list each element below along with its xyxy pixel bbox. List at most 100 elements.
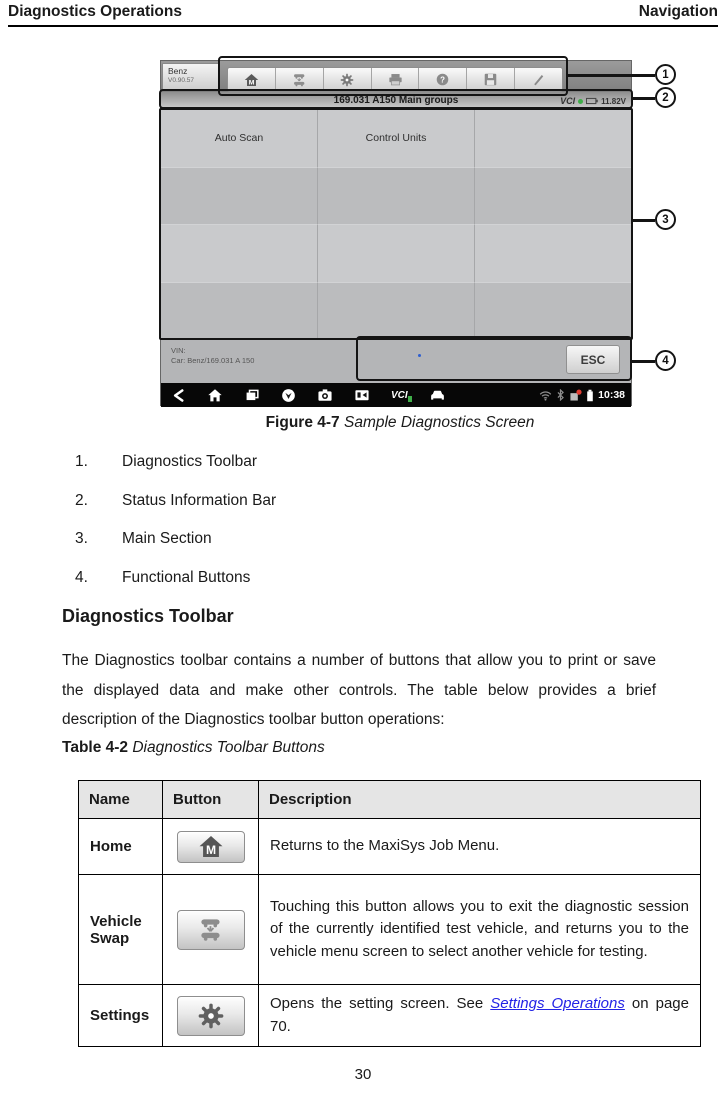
grid-row <box>161 167 631 225</box>
callout-line-3 <box>632 219 655 222</box>
print-icon <box>388 74 402 86</box>
settings-operations-link[interactable]: Settings Operations <box>490 995 625 1012</box>
toolbar-save-button <box>467 68 516 91</box>
settings-gear-icon <box>198 1003 223 1028</box>
clock-label: 10:38 <box>598 389 625 401</box>
callout-4: 4 <box>655 350 676 371</box>
battery-icon <box>586 97 598 105</box>
section-paragraph: The Diagnostics toolbar contains a numbe… <box>62 652 656 728</box>
vci-status-label: VCI <box>560 96 576 106</box>
main-section: Auto Scan Control Units <box>161 110 631 340</box>
settings-gear-icon <box>340 73 354 86</box>
callout-3: 3 <box>655 209 676 230</box>
table-caption: Table 4-2 Diagnostics Toolbar Buttons <box>62 739 325 757</box>
description-text: Returns to the MaxiSys Job Menu. <box>270 837 500 855</box>
callout-line-2 <box>632 97 655 100</box>
vci-nav-status-icon <box>407 395 412 402</box>
description-text: Touching this button allows you to exit … <box>270 897 689 960</box>
table-header-row: Name Button Description <box>78 780 701 819</box>
menu-cell-empty <box>318 167 475 225</box>
row-name: Settings <box>78 984 163 1047</box>
menu-cell-empty <box>318 282 475 340</box>
callout-1: 1 <box>655 64 676 85</box>
toolbar-settings-button <box>323 68 372 91</box>
vci-nav-label: VCI <box>391 390 412 402</box>
list-item: 2. Status Information Bar <box>75 489 276 512</box>
row-name: Home <box>78 818 163 875</box>
figure-caption-label: Figure 4-7 <box>265 414 340 431</box>
menu-cell-empty <box>475 167 631 225</box>
vci-connected-icon <box>578 98 584 104</box>
list-item-label: Status Information Bar <box>122 491 277 509</box>
list-item-number: 2. <box>75 491 88 509</box>
page-number: 30 <box>354 1066 372 1083</box>
description-text: Opens the setting screen. See <box>270 995 491 1012</box>
active-menu-title: 169.031 A150 Main groups <box>333 95 459 106</box>
menu-cell-control-units: Control Units <box>318 110 475 168</box>
list-item: 4. Functional Buttons <box>75 566 276 589</box>
column-header-name: Name <box>78 780 163 819</box>
list-item-number: 1. <box>75 453 88 470</box>
notification-icon <box>570 389 582 401</box>
menu-cell-auto-scan: Auto Scan <box>161 110 318 168</box>
menu-cell-empty <box>318 225 475 283</box>
settings-button-image <box>176 995 245 1036</box>
toolbar-help-button: ? <box>419 68 468 91</box>
list-item-number: 3. <box>75 530 88 547</box>
vehicle-swap-icon <box>200 919 220 941</box>
status-indicators: VCI 11.82V <box>560 92 626 110</box>
toolbar-vehicle-swap-button <box>275 68 324 91</box>
home-icon: M <box>199 836 222 857</box>
list-item-label: Main Section <box>122 530 212 547</box>
table-row-home: Home M Returns to the MaxiSys Job Menu. <box>78 818 701 875</box>
help-icon: ? <box>437 73 449 86</box>
list-item-number: 4. <box>75 568 88 586</box>
callout-2: 2 <box>655 87 676 108</box>
vehicle-swap-button-image <box>176 909 245 950</box>
maxi-logo-icon <box>282 388 295 402</box>
doc-header-right: Navigation <box>638 3 718 20</box>
callout-line-1 <box>567 74 655 77</box>
description-text: on page 70. <box>270 995 689 1035</box>
callout-legend-list: 1. Diagnostics Toolbar 2. Status Informati… <box>75 450 276 604</box>
vehicle-name: Benz <box>168 66 188 76</box>
table-caption-text: Diagnostics Toolbar Buttons <box>132 739 325 756</box>
row-name: Vehicle Swap <box>78 874 163 985</box>
menu-cell-empty <box>475 225 631 283</box>
figure-caption: Figure 4-7 Sample Diagnostics Screen <box>70 414 726 432</box>
menu-cell-empty <box>161 225 318 283</box>
grid-row: Auto Scan Control Units <box>161 110 631 168</box>
screenshot-icon <box>355 390 369 401</box>
vin-label: VIN: <box>171 346 186 355</box>
system-status-icons: 10:38 <box>539 383 625 407</box>
toolbar-print-button <box>371 68 420 91</box>
status-information-bar: 169.031 A150 Main groups VCI 11.82V <box>161 92 631 110</box>
list-item: 3. Main Section <box>75 527 276 550</box>
row-description: Touching this button allows you to exit … <box>258 874 701 985</box>
column-header-description: Description <box>258 780 701 819</box>
callout-line-4 <box>631 360 655 363</box>
back-icon <box>173 388 184 402</box>
toolbar-data-logging-button <box>515 68 562 91</box>
tablet-screenshot: Benz V0.90.57 M ? <box>160 60 632 407</box>
table-row-vehicle-swap: Vehicle Swap Touching this button allows… <box>78 874 701 985</box>
diagnostics-header-strip: Benz V0.90.57 M ? <box>161 61 631 92</box>
bluetooth-icon <box>557 389 565 401</box>
svg-text:M: M <box>205 843 215 857</box>
table-caption-label: Table 4-2 <box>62 739 129 756</box>
figure-caption-text: Sample Diagnostics Screen <box>343 414 535 431</box>
svg-text:?: ? <box>440 75 445 84</box>
toolbar-buttons-table: Name Button Description Home M Returns t… <box>78 780 701 1047</box>
menu-cell-empty <box>475 282 631 340</box>
row-description: Returns to the MaxiSys Job Menu. <box>258 818 701 875</box>
vehicle-version-box: Benz V0.90.57 <box>162 63 220 90</box>
pen-icon <box>534 75 544 86</box>
vehicle-info-bar: VIN: Car: Benz/169.031 A 150 <box>161 340 631 383</box>
doc-header: Diagnostics Operations Navigation <box>8 3 718 27</box>
recents-icon <box>246 389 259 400</box>
car-label: Car: Benz/169.031 A 150 <box>171 355 255 365</box>
home-button-image: M <box>176 830 245 863</box>
home-icon <box>208 388 222 401</box>
row-button-cell <box>162 874 259 985</box>
camera-icon <box>318 389 332 401</box>
